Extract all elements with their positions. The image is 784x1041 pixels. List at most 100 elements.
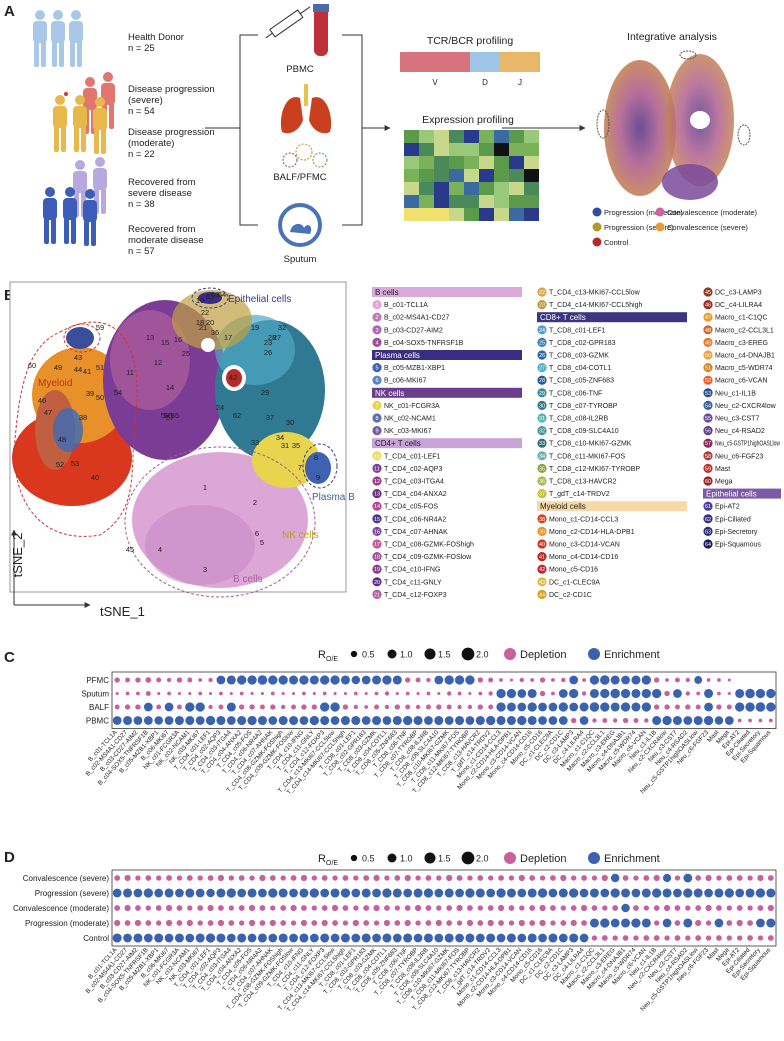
dot	[612, 935, 618, 941]
heat-cell	[509, 208, 524, 221]
map-cluster-id: 49	[54, 363, 62, 372]
dot	[685, 905, 691, 911]
dot	[216, 715, 226, 726]
cluster-name: T_CD4_c09-GZMK-FOSlow	[384, 554, 472, 561]
donor-label: Disease progression	[128, 84, 215, 95]
heat-cell	[449, 195, 464, 208]
sample-label: PBMC	[286, 64, 314, 75]
dot	[372, 933, 381, 943]
dot	[394, 704, 400, 710]
dot	[685, 704, 691, 710]
cluster-id: 54	[705, 403, 711, 409]
map-cluster-id: 13	[146, 333, 154, 342]
cluster-name: NK_c03-MKI67	[384, 428, 432, 435]
heat-cell	[494, 195, 509, 208]
dot	[621, 888, 631, 898]
dot	[581, 691, 587, 696]
map-cluster-id: 2	[253, 498, 257, 507]
tcr-bar	[400, 52, 540, 72]
cluster-swatch	[372, 489, 382, 499]
dot	[301, 704, 307, 710]
dot	[165, 904, 173, 912]
dot	[621, 918, 631, 928]
dot	[727, 678, 731, 682]
dot	[309, 933, 319, 943]
dot	[342, 875, 349, 881]
dot	[135, 905, 141, 911]
dot	[589, 688, 599, 699]
cluster-name: Neu_c2-CXCR4low	[715, 403, 777, 410]
dot	[114, 704, 120, 710]
cluster-name: Macro_c5-WDR74	[715, 365, 773, 372]
legend-label: Enrichment	[604, 649, 660, 661]
cluster-swatch	[537, 451, 547, 461]
cluster-name: Neu_c5-GSTP1highOASLlow	[715, 441, 781, 448]
axis-label: tSNE_2	[10, 533, 25, 578]
dot	[674, 905, 681, 911]
heat-cell	[434, 208, 449, 221]
cluster-name: T_CD4_c10-IFNG	[384, 567, 440, 574]
dot	[726, 875, 733, 881]
region-label: B cells	[233, 574, 262, 585]
map-cluster-id: 58	[161, 411, 169, 420]
heat-cell	[524, 169, 539, 182]
dot	[641, 675, 651, 685]
dot	[539, 677, 546, 683]
dot	[332, 875, 338, 881]
dot	[248, 919, 256, 927]
dot	[278, 933, 288, 943]
dot	[704, 888, 713, 898]
dot	[322, 691, 327, 696]
dot	[351, 675, 361, 685]
map-cluster-id: 11	[126, 368, 134, 377]
dot	[145, 875, 152, 881]
dot	[579, 702, 589, 712]
axis-label: tSNE_1	[100, 604, 145, 619]
map-cluster-id: 30	[286, 418, 294, 427]
map-cluster-id: 46	[38, 396, 46, 405]
dot	[238, 905, 245, 911]
dot	[269, 875, 276, 881]
dot	[631, 675, 641, 685]
dot	[299, 675, 309, 685]
dot	[579, 716, 589, 725]
group-name: Myeloid cells	[540, 502, 586, 511]
dot	[198, 691, 203, 696]
heat-cell	[494, 130, 509, 143]
dot	[278, 715, 288, 726]
donor-label: severe disease	[128, 188, 192, 199]
cluster-swatch	[372, 300, 382, 310]
group-header	[372, 387, 522, 398]
cluster-name: T_CD4_c13-MKI67-CCL5low	[549, 290, 641, 297]
dot	[724, 888, 734, 898]
dot	[268, 716, 278, 725]
dot	[766, 702, 776, 712]
dot	[278, 675, 288, 685]
dot	[405, 704, 411, 710]
cluster-id: 26	[539, 353, 545, 359]
dot	[353, 704, 359, 710]
cluster-swatch	[537, 526, 547, 537]
dot	[569, 702, 579, 712]
dot	[361, 716, 371, 725]
dot	[475, 933, 485, 943]
donor-count: n = 54	[128, 106, 155, 117]
dot	[601, 935, 608, 941]
dot	[372, 675, 382, 685]
map-cluster-id: 53	[71, 459, 79, 468]
dot	[416, 691, 420, 696]
dot	[724, 716, 734, 725]
dot	[717, 691, 721, 696]
dot	[664, 704, 670, 710]
heat-cell	[494, 143, 509, 156]
cluster-name: T_CD4_c14-MKI67-CCL5high	[549, 302, 642, 309]
cluster-name: Neu_c4-RSAD2	[715, 428, 765, 435]
cluster-id: 31	[539, 416, 545, 422]
map-cluster-id: 25	[182, 349, 190, 358]
dot	[133, 888, 143, 898]
dot	[403, 933, 413, 943]
dot	[506, 702, 516, 712]
cluster-swatch	[372, 325, 382, 335]
dot	[622, 717, 629, 724]
cluster-id: 35	[539, 466, 545, 472]
